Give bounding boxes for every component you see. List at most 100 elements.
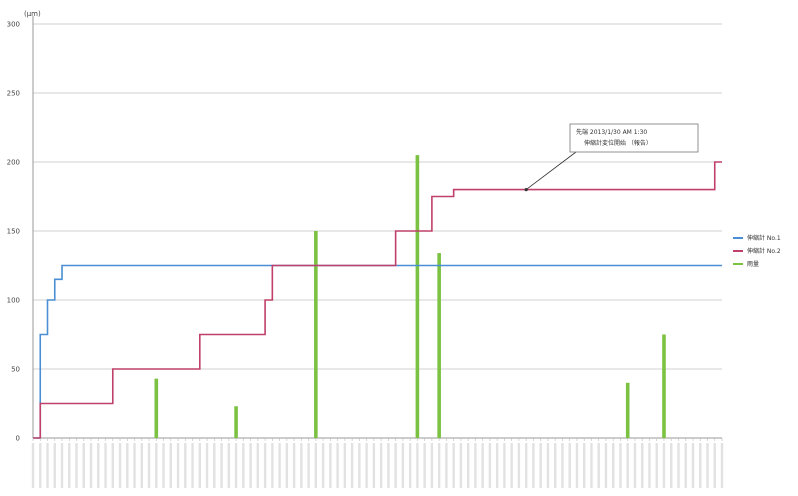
legend-label: 伸縮計 No.2: [747, 247, 781, 255]
x-tick-label: [597, 443, 600, 488]
x-tick-label: [365, 443, 368, 488]
y-tick-label: 50: [11, 366, 20, 374]
x-tick-label: [133, 443, 136, 488]
x-tick-label: [706, 443, 709, 488]
x-tick-label: [495, 443, 499, 488]
x-tick-label: [691, 443, 695, 488]
x-tick-label: [626, 443, 629, 488]
x-tick-label: [191, 443, 194, 488]
x-tick-label: [720, 443, 724, 488]
x-tick-label: [176, 443, 180, 488]
x-tick-label: [314, 443, 318, 488]
x-tick-label: [459, 443, 463, 488]
x-tick-label: [387, 443, 390, 488]
y-axis: (μm) 0 50 100 150 200 250 300: [7, 10, 41, 443]
y-tick-label: 0: [16, 435, 20, 443]
x-tick-label: [612, 443, 615, 488]
x-tick-label: [358, 443, 361, 488]
x-tick-label: [307, 443, 310, 488]
series-line: [33, 264, 722, 439]
x-tick-label: [619, 443, 622, 488]
rain-bar: [234, 406, 238, 438]
rain-bar: [437, 253, 441, 438]
x-tick-label: [336, 443, 339, 488]
x-tick-label: [329, 443, 332, 488]
x-tick-label: [46, 443, 49, 488]
x-tick-label: [568, 443, 571, 488]
x-tick-label: [278, 443, 281, 488]
x-tick-label: [524, 443, 528, 488]
series-line: [33, 161, 722, 439]
x-tick-label: [430, 443, 434, 488]
x-tick-label: [662, 443, 666, 488]
x-tick-label: [503, 443, 506, 488]
x-tick-label: [583, 443, 586, 488]
annotation-text-line-2: 伸縮計変位開始 （報告）: [584, 139, 652, 147]
rain-bar: [625, 382, 630, 438]
rain-bar: [314, 231, 318, 438]
x-tick-label: [53, 443, 56, 488]
x-tick-label: [416, 443, 419, 488]
x-tick-label: [713, 443, 716, 488]
x-tick-label: [670, 443, 673, 488]
x-tick-label: [517, 443, 521, 488]
x-tick-label: [539, 443, 542, 488]
x-tick-label: [75, 443, 78, 488]
annotation-text-line-1: 先端 2013/1/30 AM 1:30: [576, 128, 647, 136]
x-tick-label: [213, 443, 216, 488]
x-tick-label: [546, 443, 550, 488]
rain-bars: [154, 155, 666, 438]
annotation-box: [569, 123, 699, 153]
x-tick-label: [553, 443, 557, 488]
x-tick-label: [437, 443, 441, 488]
x-tick-label: [169, 443, 172, 488]
annotation-arrow: [525, 151, 577, 190]
x-tick-label: [147, 443, 151, 488]
x-tick-label: [227, 443, 231, 488]
x-tick-label: [466, 443, 470, 488]
y-axis-label: (μm): [24, 10, 41, 18]
x-tick-label: [699, 443, 702, 488]
x-tick-label: [677, 443, 680, 488]
x-tick-label: [575, 443, 579, 488]
x-tick-label: [198, 443, 202, 488]
y-tick-label: 250: [7, 90, 20, 98]
y-tick-label: 200: [7, 159, 20, 167]
x-tick-label: [590, 443, 593, 488]
x-tick-label: [162, 443, 165, 488]
x-tick-label: [510, 443, 513, 488]
y-tick-label: 100: [7, 297, 20, 305]
x-tick-label: [343, 443, 347, 488]
x-tick-label: [445, 443, 448, 488]
gridlines: [32, 16, 722, 439]
legend-label: 雨量: [747, 261, 759, 268]
x-tick-label: [31, 443, 35, 488]
x-tick-label: [89, 443, 93, 488]
x-tick-label: [648, 443, 651, 488]
x-tick-label: [655, 443, 658, 488]
x-tick-label: [641, 443, 644, 488]
x-tick-label: [292, 443, 296, 488]
x-tick-label: [561, 443, 564, 488]
x-tick-label: [263, 443, 267, 488]
x-tick-label: [300, 443, 303, 488]
x-tick-label: [68, 443, 71, 488]
x-tick-label: [82, 443, 85, 488]
x-axis-ticks: [31, 438, 724, 488]
x-tick-label: [118, 443, 122, 488]
x-tick-label: [249, 443, 252, 488]
rain-bar: [662, 334, 666, 438]
x-tick-label: [256, 443, 260, 488]
x-tick-label: [401, 443, 405, 488]
x-tick-label: [532, 443, 535, 488]
x-tick-label: [321, 443, 325, 488]
rain-bar: [415, 155, 420, 438]
x-tick-label: [394, 443, 397, 488]
legend: 伸縮計 No.1 伸縮計 No.2 雨量: [733, 234, 781, 268]
x-tick-label: [423, 443, 426, 488]
x-tick-label: [408, 443, 412, 488]
x-tick-label: [184, 443, 187, 488]
x-tick-label: [604, 443, 608, 488]
x-tick-label: [350, 443, 354, 488]
